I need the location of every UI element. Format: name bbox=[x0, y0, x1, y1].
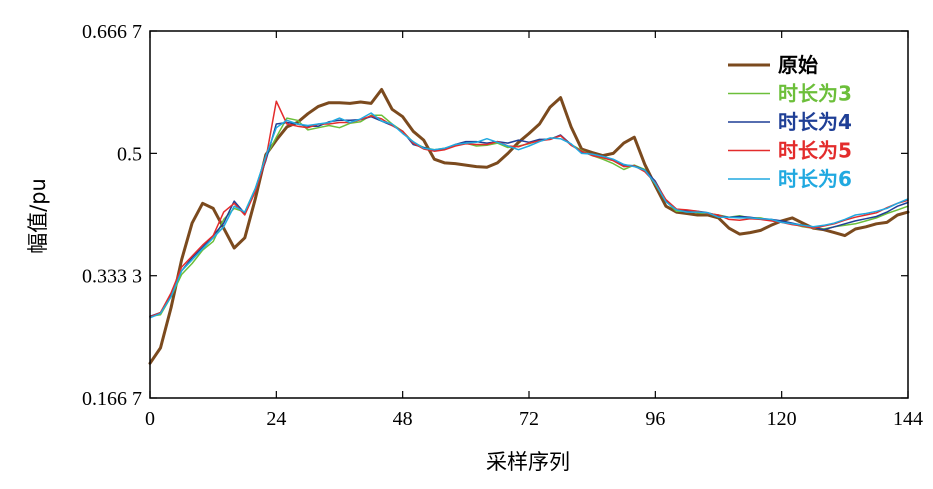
y-tick-label: 0.333 3 bbox=[82, 266, 142, 288]
series-line-4 bbox=[149, 112, 909, 319]
x-tick-label: 96 bbox=[645, 408, 665, 430]
y-tick-label: 0.166 7 bbox=[82, 388, 142, 410]
x-tick-label: 48 bbox=[393, 408, 413, 430]
x-tick-label: 24 bbox=[266, 408, 286, 430]
series-lines bbox=[148, 88, 910, 365]
x-axis: 0 24 48 72 96 120 144 bbox=[145, 31, 923, 430]
y-axis-title: 幅值/pu bbox=[26, 178, 50, 254]
legend-label-3: 时长为5 bbox=[778, 139, 852, 163]
x-axis-title: 采样序列 bbox=[486, 450, 570, 474]
y-tick-label: 0.5 bbox=[117, 143, 142, 165]
x-tick-label: 144 bbox=[893, 408, 923, 430]
x-tick-label: 120 bbox=[767, 408, 797, 430]
y-tick-label: 0.666 7 bbox=[82, 21, 142, 43]
legend-label-2: 时长为4 bbox=[778, 110, 852, 134]
legend-label-1: 时长为3 bbox=[778, 82, 852, 106]
series-line-2 bbox=[149, 115, 909, 318]
legend-label-0: 原始 bbox=[778, 53, 818, 77]
y-axis: 0.166 7 0.333 3 0.5 0.666 7 bbox=[82, 21, 908, 410]
x-tick-label: 0 bbox=[145, 408, 155, 430]
legend-label-4: 时长为6 bbox=[778, 167, 852, 191]
x-tick-label: 72 bbox=[519, 408, 539, 430]
